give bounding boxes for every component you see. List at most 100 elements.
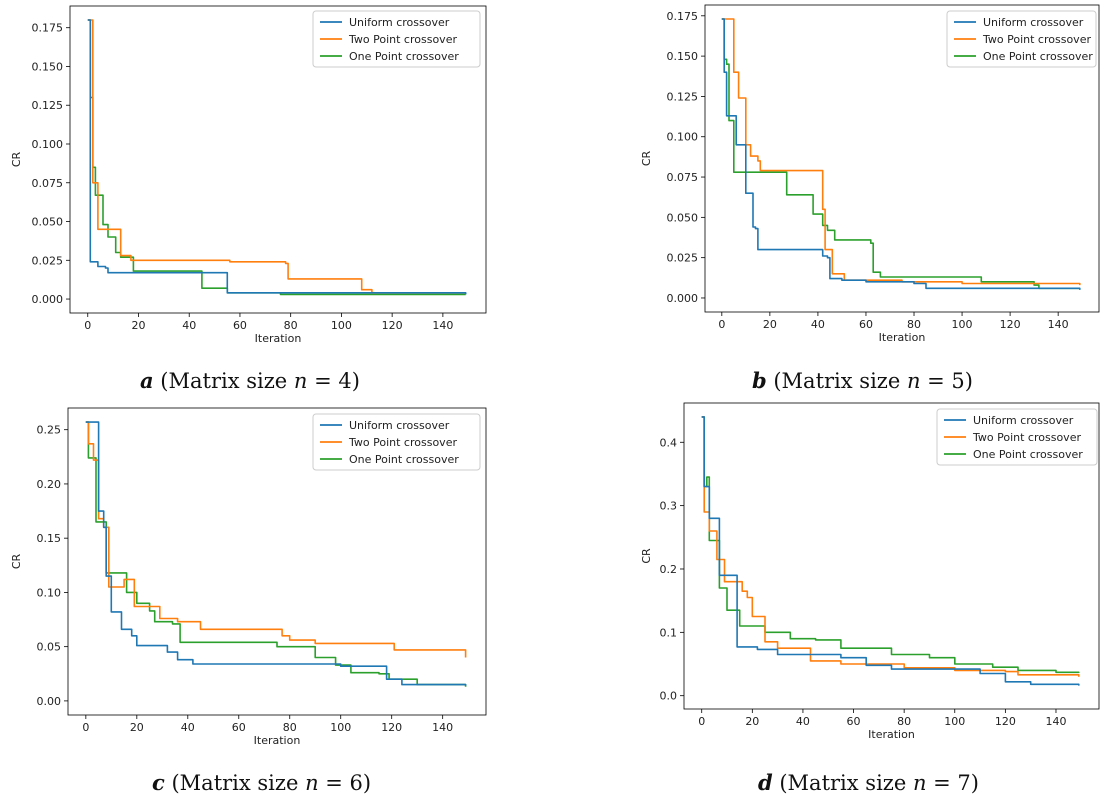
x-tick-label: 80 bbox=[897, 715, 911, 728]
panel-caption: c (Matrix size n = 6) bbox=[152, 770, 371, 795]
x-tick-label: 20 bbox=[130, 721, 144, 734]
chart-panel-1: 0 20 40 60 80 100 120 140 0.000 0.025 0.050 0.075 0.… bbox=[10, 5, 487, 393]
x-tick-label: 100 bbox=[331, 319, 352, 332]
chart-panel-3: 0 20 40 60 80 100 120 140 0.00 0.05 0.10 0.15 0.20 0.… bbox=[10, 407, 487, 795]
x-tick-label: 140 bbox=[432, 721, 453, 734]
x-tick-label: 100 bbox=[952, 318, 973, 331]
series-group bbox=[87, 19, 467, 296]
x-axis-label: Iteration bbox=[254, 734, 301, 747]
series-line-uniform-crossover bbox=[85, 421, 467, 686]
x-tick-label: 100 bbox=[944, 715, 965, 728]
y-axis-label: CR bbox=[10, 151, 23, 167]
legend-entry: One Point crossover bbox=[349, 50, 459, 63]
y-tick-label: 0.000 bbox=[667, 292, 699, 305]
y-tick-label: 0.050 bbox=[32, 216, 64, 229]
y-tick-label: 0.1 bbox=[660, 626, 678, 639]
x-tick-label: 40 bbox=[182, 319, 196, 332]
x-tick-label: 60 bbox=[847, 715, 861, 728]
series-line-one-point-crossover bbox=[701, 416, 1080, 674]
x-tick-label: 80 bbox=[284, 319, 298, 332]
series-line-uniform-crossover bbox=[701, 416, 1080, 686]
x-tick-label: 0 bbox=[698, 715, 705, 728]
legend-entry: One Point crossover bbox=[973, 448, 1083, 461]
series-line-one-point-crossover bbox=[721, 18, 1080, 290]
y-tick-label: 0.125 bbox=[32, 99, 64, 112]
plot-frame bbox=[69, 5, 487, 314]
panel-caption: d (Matrix size n = 7) bbox=[758, 770, 979, 795]
x-tick-label: 20 bbox=[131, 319, 145, 332]
legend-entry: Two Point crossover bbox=[348, 436, 457, 449]
y-tick-label: 0.175 bbox=[667, 10, 699, 23]
legend-entry: Uniform crossover bbox=[983, 16, 1084, 29]
legend: Uniform crossover Two Point crossover One … bbox=[946, 10, 1097, 68]
legend-entry: Two Point crossover bbox=[972, 431, 1081, 444]
legend-box bbox=[312, 413, 481, 471]
legend-box bbox=[946, 10, 1097, 68]
y-tick-label: 0.20 bbox=[37, 478, 62, 491]
series-line-two-point-crossover bbox=[85, 421, 467, 658]
x-tick-label: 120 bbox=[995, 715, 1016, 728]
x-tick-label: 140 bbox=[1048, 318, 1069, 331]
legend-entry: Uniform crossover bbox=[349, 419, 450, 432]
y-tick-label: 0.000 bbox=[32, 293, 64, 306]
x-tick-label: 120 bbox=[381, 721, 402, 734]
legend-entry: Uniform crossover bbox=[349, 16, 450, 29]
series-line-two-point-crossover bbox=[87, 19, 466, 294]
y-tick-label: 0.15 bbox=[37, 532, 62, 545]
x-tick-label: 20 bbox=[745, 715, 759, 728]
legend: Uniform crossover Two Point crossover One … bbox=[936, 408, 1098, 466]
x-tick-label: 120 bbox=[382, 319, 403, 332]
y-tick-label: 0.025 bbox=[32, 254, 64, 267]
x-tick-label: 0 bbox=[718, 318, 725, 331]
legend: Uniform crossover Two Point crossover One … bbox=[312, 10, 481, 68]
legend-box bbox=[312, 10, 481, 68]
panel-caption: b (Matrix size n = 5) bbox=[752, 368, 973, 393]
y-tick-label: 0.2 bbox=[660, 563, 678, 576]
y-tick-label: 0.050 bbox=[667, 211, 699, 224]
x-tick-label: 40 bbox=[181, 721, 195, 734]
x-tick-label: 140 bbox=[432, 319, 453, 332]
legend-entry: One Point crossover bbox=[983, 50, 1093, 63]
series-line-two-point-crossover bbox=[721, 18, 1081, 286]
x-axis-label: Iteration bbox=[255, 332, 302, 345]
x-tick-label: 60 bbox=[233, 319, 247, 332]
x-axis-label: Iteration bbox=[868, 728, 915, 741]
x-tick-label: 60 bbox=[232, 721, 246, 734]
legend-entry: One Point crossover bbox=[349, 453, 459, 466]
y-tick-label: 0.00 bbox=[37, 695, 62, 708]
x-tick-label: 100 bbox=[330, 721, 351, 734]
y-tick-label: 0.100 bbox=[32, 138, 64, 151]
series-group bbox=[701, 416, 1080, 686]
x-tick-label: 0 bbox=[84, 319, 91, 332]
series-line-uniform-crossover bbox=[721, 18, 1081, 290]
x-tick-label: 60 bbox=[859, 318, 873, 331]
x-tick-label: 20 bbox=[763, 318, 777, 331]
y-tick-label: 0.4 bbox=[660, 436, 678, 449]
x-tick-label: 80 bbox=[283, 721, 297, 734]
legend-entry: Uniform crossover bbox=[973, 414, 1074, 427]
y-tick-label: 0.10 bbox=[37, 586, 62, 599]
y-tick-label: 0.025 bbox=[667, 252, 699, 265]
y-axis-label: CR bbox=[640, 548, 653, 564]
legend-entry: Two Point crossover bbox=[348, 33, 457, 46]
series-line-one-point-crossover bbox=[85, 421, 467, 687]
plot-frame bbox=[67, 407, 487, 716]
y-tick-label: 0.075 bbox=[667, 171, 699, 184]
y-tick-label: 0.150 bbox=[32, 60, 64, 73]
y-tick-label: 0.150 bbox=[667, 50, 699, 63]
panel-caption: a (Matrix size n = 4) bbox=[140, 368, 360, 393]
y-axis-label: CR bbox=[10, 553, 23, 569]
series-line-two-point-crossover bbox=[701, 416, 1080, 677]
plot-frame bbox=[704, 4, 1100, 313]
y-tick-label: 0.125 bbox=[667, 90, 699, 103]
x-tick-label: 80 bbox=[907, 318, 921, 331]
x-tick-label: 120 bbox=[1000, 318, 1021, 331]
y-axis-label: CR bbox=[640, 150, 653, 166]
series-line-uniform-crossover bbox=[87, 19, 467, 295]
plot-frame bbox=[683, 402, 1100, 710]
legend-entry: Two Point crossover bbox=[982, 33, 1091, 46]
legend: Uniform crossover Two Point crossover One … bbox=[312, 413, 481, 471]
y-tick-label: 0.25 bbox=[37, 424, 62, 437]
x-tick-label: 140 bbox=[1045, 715, 1066, 728]
